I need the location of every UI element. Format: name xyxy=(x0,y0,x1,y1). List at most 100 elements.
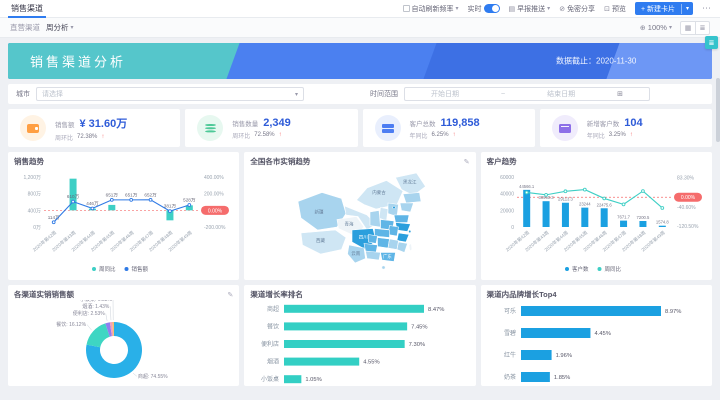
auto-refresh-label: 自动刷新频率 xyxy=(411,5,454,13)
svg-text:4.55%: 4.55% xyxy=(364,360,380,366)
toolbar: 自动刷新频率 ▾ 实时 ▤ 早报推送 ▾ ⊘ 免密分享 ⊡ 预览 + 新建卡片 xyxy=(402,2,712,15)
chevron-down-icon: ▾ xyxy=(70,25,74,31)
realtime-toggle[interactable]: 实时 xyxy=(468,4,500,14)
database-icon xyxy=(374,115,401,141)
realtime-label: 实时 xyxy=(467,5,482,13)
svg-text:云南: 云南 xyxy=(352,250,361,257)
kpi-label: 销售额 xyxy=(55,121,75,129)
svg-text:客户数: 客户数 xyxy=(572,265,589,273)
kpi-card[interactable]: 销售数量 2,349 周环比 72.58% ↑ xyxy=(185,109,358,147)
kpi-sub-value: 6.25% xyxy=(431,132,449,138)
customer-trend-chart[interactable]: 0 20000 40000 60000 -120.50% -40.60% 83.30% 0.0… xyxy=(487,167,706,275)
svg-text:西藏: 西藏 xyxy=(316,237,325,244)
card-brand-top4: 渠道内品牌增长Top4 可乐 8.97% 雪碧 4.45% 红牛 1.96% 奶茶 1.85% xyxy=(480,285,712,386)
charts-row-1: 销售趋势 0万 400万 800万 1,200万 -200.00% 200.00% 400.… xyxy=(8,152,712,280)
push-menu[interactable]: ▤ 早报推送 ▾ xyxy=(509,4,551,14)
preview-button[interactable]: ⊡ 预览 xyxy=(604,4,626,14)
secret-share-label: 免密分享 xyxy=(567,5,596,13)
kpi-card[interactable]: 客户总数 119,858 年同比 6.25% ↑ xyxy=(362,109,535,147)
kpi-sub-label: 年同比 xyxy=(409,133,428,140)
kpi-card[interactable]: 新增客户数 104 年同比 3.25% ↑ xyxy=(539,109,712,147)
edit-icon[interactable]: ✎ xyxy=(463,158,470,166)
toggle-switch-icon[interactable] xyxy=(483,4,500,13)
channel-growth-chart[interactable]: 商超 8.47% 餐饮 7.45% 便利店 7.30% 烟酒 4.55% 小饭桌 1.05% xyxy=(250,300,469,386)
new-card-button[interactable]: + 新建卡片 ▾ xyxy=(634,2,693,15)
calendar-icon: ⊞ xyxy=(617,91,623,98)
card-channel-growth: 渠道增长率排名 商超 8.47% 餐饮 7.45% 便利店 7.30% 烟酒 4.55% 小饭桌… xyxy=(244,285,476,386)
svg-text:651万: 651万 xyxy=(106,192,119,198)
wallet-icon xyxy=(20,115,46,141)
chevron-down-icon: ▾ xyxy=(455,6,459,12)
svg-text:528万: 528万 xyxy=(183,198,196,204)
zoom-control[interactable]: ⊕ 100% ▾ xyxy=(640,23,672,32)
trend-up-icon: ↑ xyxy=(452,132,456,138)
svg-text:83.30%: 83.30% xyxy=(677,175,695,181)
svg-text:-200.00%: -200.00% xyxy=(204,225,226,231)
card-customer-trend: 客户趋势 0 20000 40000 60000 -120.50% -40.60% 83.3… xyxy=(480,152,712,280)
svg-text:新疆: 新疆 xyxy=(315,209,324,216)
end-date-input[interactable]: 结束日期 xyxy=(547,91,576,98)
filter-bar: 城市 请选择 ▾ 时间范围 开始日期 ~ 结束日期 ⊞ xyxy=(8,84,712,104)
scrollbar[interactable] xyxy=(716,78,720,400)
svg-text:114万: 114万 xyxy=(48,215,60,221)
date-range-picker[interactable]: 开始日期 ~ 结束日期 ⊞ xyxy=(404,87,650,101)
channel-share-donut[interactable]: 商超: 74.55% 餐饮: 16.12% 便利店: 2.53%烟酒: 1.43%小… xyxy=(14,300,233,386)
edit-icon[interactable]: ✎ xyxy=(227,291,234,299)
breadcrumb-group[interactable]: 直营渠道 xyxy=(10,23,40,32)
svg-text:0万: 0万 xyxy=(33,225,41,231)
data-until-label: 数据截止：2020-11-30 xyxy=(556,56,637,66)
preview-icon: ⊡ xyxy=(604,5,610,13)
more-menu-button[interactable]: ⋯ xyxy=(702,3,712,13)
dashboard-title: 销售渠道分析 xyxy=(30,54,127,70)
layout-switcher: ▦ ≣ xyxy=(680,20,710,35)
chevron-down-icon: ▾ xyxy=(668,25,672,31)
svg-text:四川: 四川 xyxy=(359,234,368,239)
svg-text:7200.5: 7200.5 xyxy=(636,215,649,220)
svg-text:餐饮: 餐饮 xyxy=(267,322,279,330)
checkbox-icon[interactable] xyxy=(402,5,410,12)
kpi-sub-label: 年同比 xyxy=(586,133,605,140)
kpi-value: 119,858 xyxy=(440,116,480,129)
secret-share-button[interactable]: ⊘ 免密分享 xyxy=(559,4,595,14)
kpi-sub-label: 周环比 xyxy=(55,135,74,142)
scrollbar-thumb[interactable] xyxy=(716,78,720,142)
new-card-label[interactable]: + 新建卡片 xyxy=(635,3,682,14)
card-style-button[interactable]: ≣ xyxy=(705,36,718,49)
kpi-label: 客户总数 xyxy=(409,120,436,128)
svg-text:651万: 651万 xyxy=(125,192,138,198)
svg-text:0.00%: 0.00% xyxy=(208,208,223,214)
sales-trend-chart[interactable]: 0万 400万 800万 1,200万 -200.00% 200.00% 400.00% 0.… xyxy=(14,167,233,275)
breadcrumb-page[interactable]: 周分析 ▾ xyxy=(46,22,74,33)
view-controls: ⊕ 100% ▾ ▦ ≣ xyxy=(640,20,710,35)
range-filter-label: 时间范围 xyxy=(370,91,398,98)
china-map-chart[interactable]: 新疆 西藏 青海 内蒙古 黑龙江 四川 云南 广东 xyxy=(250,167,469,275)
kpi-sub-value: 72.38% xyxy=(77,134,98,140)
dashboard-content: 销售渠道分析 数据截止：2020-11-30 ≣ 城市 请选择 ▾ 时间范围 开… xyxy=(0,36,720,391)
kpi-value: 2,349 xyxy=(263,116,291,129)
push-label: 早报推送 xyxy=(517,5,546,13)
chevron-down-icon[interactable]: ▾ xyxy=(685,6,689,12)
coins-icon xyxy=(197,115,224,141)
svg-text:200.00%: 200.00% xyxy=(204,192,224,198)
svg-text:-120.50%: -120.50% xyxy=(677,224,699,230)
report-icon: ▤ xyxy=(508,5,516,13)
kpi-card[interactable]: 销售额 ¥ 31.60万 周环比 72.38% ↑ xyxy=(8,109,181,147)
start-date-input[interactable]: 开始日期 xyxy=(431,91,459,98)
city-select[interactable]: 请选择 ▾ xyxy=(36,87,304,101)
grid-layout-button[interactable]: ▦ xyxy=(684,24,692,32)
svg-text:610万: 610万 xyxy=(67,194,80,200)
list-layout-button[interactable]: ≣ xyxy=(695,21,709,34)
auto-refresh-checkbox[interactable]: 自动刷新频率 ▾ xyxy=(402,4,459,14)
page-tab-sales-channel[interactable]: 销售渠道 xyxy=(8,0,46,18)
svg-text:便利店: 便利店 xyxy=(261,340,279,348)
brand-top4-chart[interactable]: 可乐 8.97% 雪碧 4.45% 红牛 1.96% 奶茶 1.85% xyxy=(487,300,706,386)
svg-text:餐饮: 16.12%: 餐饮: 16.12% xyxy=(56,321,86,328)
svg-text:800万: 800万 xyxy=(28,192,41,198)
svg-text:7.45%: 7.45% xyxy=(411,324,427,330)
svg-text:30960.3: 30960.3 xyxy=(538,195,554,200)
svg-text:44566.1: 44566.1 xyxy=(519,184,535,189)
svg-text:60000: 60000 xyxy=(500,175,514,181)
svg-text:便利店: 2.53%: 便利店: 2.53% xyxy=(73,310,106,317)
svg-text:小饭桌: 0.83%: 小饭桌: 0.83% xyxy=(80,300,113,303)
trend-up-icon: ↑ xyxy=(278,132,282,138)
